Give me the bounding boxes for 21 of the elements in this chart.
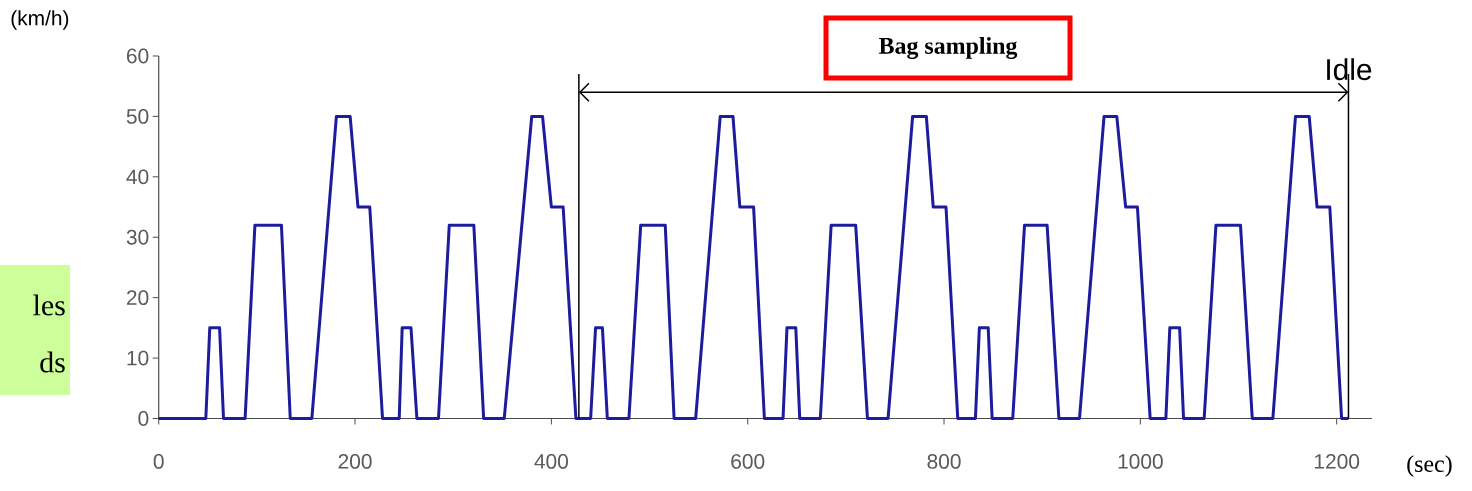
- annotation: Bag sampling: [878, 37, 1018, 59]
- x-tick-label: 400: [534, 454, 568, 469]
- y-tick-label: 30: [126, 229, 149, 245]
- text: ds: [40, 351, 65, 373]
- y-tick-label: 0: [138, 411, 149, 426]
- x-tick-label: 200: [338, 454, 372, 469]
- y-axis-title: (km/h): [11, 10, 69, 30]
- text: les: [33, 294, 65, 316]
- x-tick-label: 800: [927, 454, 961, 469]
- x-tick-label: 1000: [1118, 454, 1163, 469]
- y-tick-label: 20: [126, 290, 149, 306]
- x-tick-label: 1200: [1315, 454, 1360, 469]
- line-series: [157, 114, 1350, 420]
- y-tick-label: 10: [127, 350, 149, 366]
- y-tick-label: 50: [126, 109, 149, 124]
- y-tick-label: 40: [126, 169, 149, 185]
- y-tick-label: 60: [126, 48, 149, 64]
- x-tick-label: 600: [731, 454, 765, 469]
- x-tick-label: 0: [153, 454, 164, 469]
- ref-line-label: Idle: [1327, 58, 1372, 81]
- x-axis-title: (sec): [1407, 455, 1452, 477]
